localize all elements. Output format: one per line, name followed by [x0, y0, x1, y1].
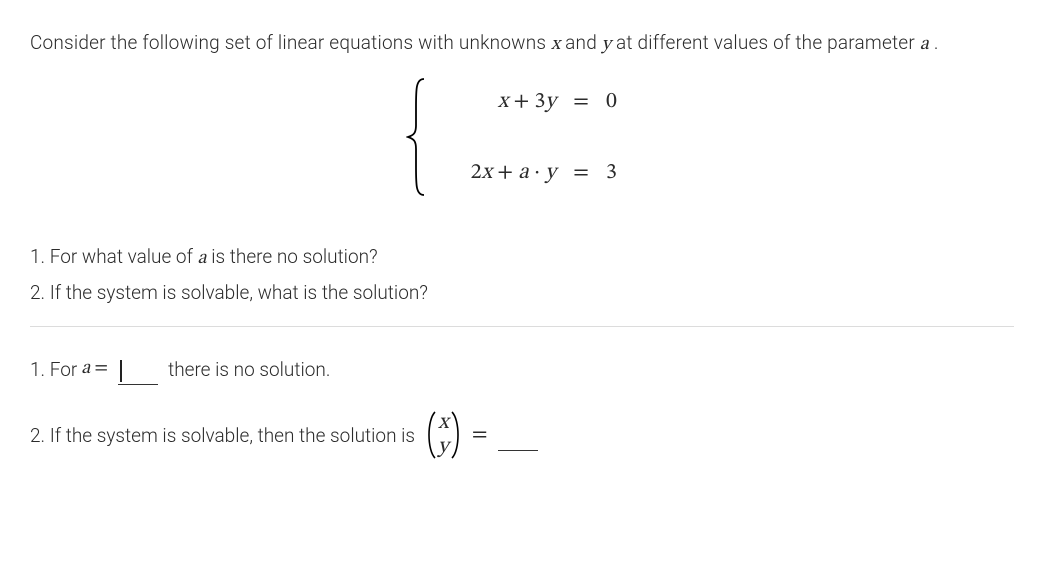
prompt-mid2: at different values of the parameter — [611, 31, 920, 54]
equation-system-inner: x + 3y = 0 2x + a · y = 3 — [406, 77, 638, 197]
left-brace-icon — [406, 77, 428, 197]
eq2-lhs: 2x + a · y — [436, 159, 556, 187]
prompt-var-y: y — [602, 35, 611, 54]
question-list: 1. For what value of a is there no solut… — [30, 241, 1014, 308]
eq1-rhs: 0 — [606, 88, 638, 116]
prompt-var-x: x — [551, 35, 560, 54]
equation-rows: x + 3y = 0 2x + a · y = 3 — [428, 77, 638, 197]
equation-row-1: x + 3y = 0 — [436, 88, 638, 116]
problem-prompt: Consider the following set of linear equ… — [30, 28, 1014, 59]
right-paren-icon — [450, 410, 462, 460]
vector-column: x y — [437, 409, 450, 461]
vec-x: x — [438, 411, 449, 435]
a1-post: there is no solution. — [168, 358, 330, 381]
question-2: 2. If the system is solvable, what is th… — [30, 277, 1014, 308]
eq1-equals: = — [556, 88, 606, 116]
prompt-post: . — [929, 31, 939, 54]
answer-1-input[interactable] — [118, 362, 158, 385]
q1-pre: 1. For what value of — [30, 245, 198, 268]
answer-2: 2. If the system is solvable, then the s… — [30, 409, 1014, 461]
eq1-lhs: x + 3y — [436, 88, 556, 116]
question-1: 1. For what value of a is there no solut… — [30, 241, 1014, 274]
eq2-rhs: 3 — [606, 159, 638, 187]
answer-2-input[interactable] — [498, 428, 538, 451]
equation-row-2: 2x + a · y = 3 — [436, 159, 638, 187]
q1-post: is there no solution? — [207, 245, 378, 268]
a1-eq: = — [94, 357, 108, 381]
equation-system: x + 3y = 0 2x + a · y = 3 — [30, 77, 1014, 201]
answer-1: 1. For a = there is no solution. — [30, 357, 1014, 381]
a2-eq: = — [472, 421, 488, 449]
eq2-equals: = — [556, 159, 606, 187]
vec-y: y — [438, 435, 449, 459]
separator — [30, 326, 1014, 327]
a1-pre: 1. For — [30, 358, 77, 381]
page-root: Consider the following set of linear equ… — [0, 0, 1044, 520]
a2-pre: 2. If the system is solvable, then the s… — [30, 424, 415, 447]
vector-xy: x y — [425, 409, 462, 461]
prompt-var-a: a — [920, 35, 929, 54]
left-paren-icon — [425, 410, 437, 460]
a1-var: a — [81, 357, 90, 381]
q1-var: a — [198, 249, 207, 268]
prompt-mid1: and — [560, 31, 601, 54]
prompt-pre: Consider the following set of linear equ… — [30, 31, 551, 54]
